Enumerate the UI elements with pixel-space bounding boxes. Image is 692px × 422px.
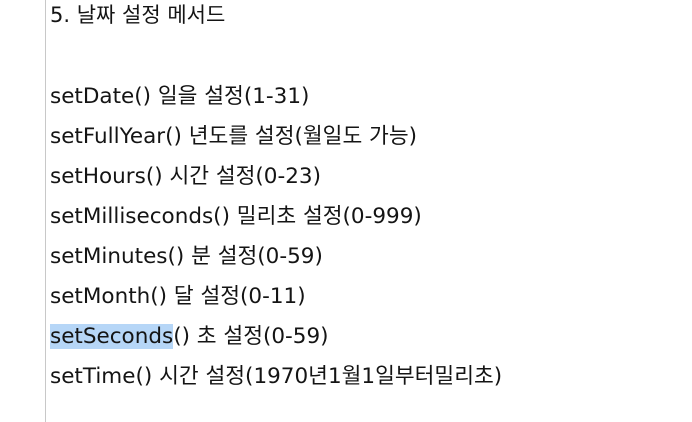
method-name: setMinutes() <box>50 244 185 269</box>
method-name: setMilliseconds() <box>50 204 230 229</box>
list-item: setFullYear() 년도를 설정(월일도 가능) <box>50 117 502 157</box>
method-description: 밀리초 설정(0-999) <box>229 204 422 229</box>
method-name: setMonth() <box>50 284 168 309</box>
method-name: setHours() <box>50 164 163 189</box>
method-description: 달 설정(0-11) <box>167 284 306 309</box>
list-item: setDate() 일을 설정(1-31) <box>50 77 502 117</box>
method-description: 시간 설정(0-23) <box>162 164 321 189</box>
method-description: 초 설정(0-59) <box>189 324 329 349</box>
list-item: setTime() 시간 설정(1970년1월1일부터밀리초) <box>50 357 502 397</box>
method-description: 분 설정(0-59) <box>184 244 323 269</box>
method-description: 일을 설정(1-31) <box>151 84 310 109</box>
method-name: setTime() <box>50 364 153 389</box>
list-item: setMilliseconds() 밀리초 설정(0-999) <box>50 197 502 237</box>
method-list: setDate() 일을 설정(1-31) setFullYear() 년도를 … <box>50 77 502 397</box>
method-description: 년도를 설정(월일도 가능) <box>181 124 418 149</box>
selected-text-highlight[interactable]: setSeconds <box>50 324 174 349</box>
section-heading: 5. 날짜 설정 메서드 <box>50 3 226 27</box>
page-margin-line <box>45 0 46 422</box>
method-name: setDate() <box>50 84 152 109</box>
method-name: setFullYear() <box>50 124 182 149</box>
list-item: setMonth() 달 설정(0-11) <box>50 277 502 317</box>
list-item: setSeconds() 초 설정(0-59) <box>50 317 502 357</box>
method-parentheses: () <box>173 324 190 349</box>
list-item: setHours() 시간 설정(0-23) <box>50 157 502 197</box>
list-item: setMinutes() 분 설정(0-59) <box>50 237 502 277</box>
method-description: 시간 설정(1970년1월1일부터밀리초) <box>152 364 503 389</box>
